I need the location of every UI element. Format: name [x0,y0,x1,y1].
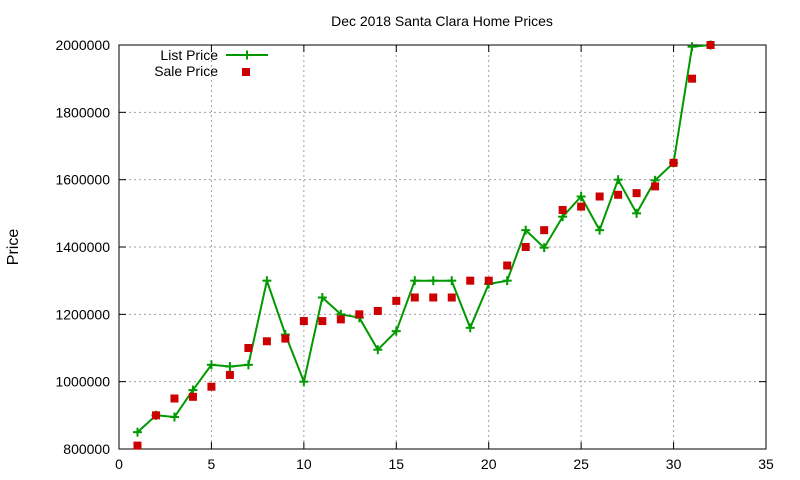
y-tick-label: 2000000 [55,37,110,53]
x-tick-label: 0 [115,456,123,472]
y-tick-label: 1000000 [55,374,110,390]
sale-price-point [595,192,604,201]
legend-label-list-price: List Price [160,47,218,63]
list-price-point [317,293,327,302]
list-price-point [206,360,216,370]
y-tick-labels: 800000 1000000 1200000 1400000 1600000 180000… [55,37,110,457]
sale-price-point [521,243,530,251]
sale-price-point [503,261,512,270]
list-price-point [576,192,586,201]
sale-price-point [651,182,660,191]
sale-price-point [558,205,567,214]
sale-price-point [540,226,549,235]
list-price-point [243,360,253,370]
list-price-point [225,362,235,372]
list-price-point [613,175,623,185]
x-tick-label: 20 [481,456,497,472]
sale-price-point [429,293,438,302]
sale-price-point [577,202,586,211]
list-price-point [521,225,531,235]
list-price-point [169,412,179,422]
sale-price-point [392,296,401,305]
sale-price-point [299,317,308,326]
sale-price-point [447,293,456,302]
list-price-point [299,377,309,387]
list-price-point [391,326,401,336]
list-price-point [465,323,475,333]
y-tick-label: 800000 [63,441,110,457]
sale-price-point [373,306,382,315]
sale-price-point [706,41,715,49]
list-price-line [136,44,711,433]
x-tick-labels: 0 5 10 15 20 25 30 35 [115,456,774,472]
list-price-point [428,276,438,286]
series-0 [132,40,716,437]
sale-price-point [632,189,641,198]
sale-price-point [207,382,216,391]
sale-price-point [318,317,327,326]
x-tick-label: 30 [666,456,682,472]
axis-ticks [118,44,767,450]
x-tick-label: 15 [388,456,404,472]
legend-label-sale-price: Sale Price [154,63,218,79]
list-price-point [373,345,383,355]
list-price-point [132,427,142,437]
sale-price-point [669,158,678,167]
sale-price-point [466,276,475,285]
legend: List Price Sale Price [154,47,268,79]
sale-price-point [355,310,364,319]
y-tick-label: 1800000 [55,104,110,120]
sale-price-point [244,344,253,352]
list-price-point [632,208,642,218]
x-tick-label: 10 [296,456,312,472]
x-tick-label: 25 [573,456,589,472]
y-tick-label: 1200000 [55,306,110,322]
sale-price-point [133,441,142,450]
sale-price-point [281,334,290,343]
y-axis-label: Price [5,229,22,266]
x-tick-label: 35 [758,456,774,472]
grid [119,45,766,449]
list-price-point [539,243,549,253]
legend-key-sale-price [242,68,250,76]
sale-price-point [225,370,234,379]
sale-price-point [170,394,179,403]
sale-price-point [410,293,419,302]
y-tick-label: 1600000 [55,172,110,188]
plot-frame [118,44,767,450]
y-tick-label: 1400000 [55,239,110,255]
sale-price-point [336,315,345,324]
list-price-point [687,42,697,52]
list-price-point [262,276,272,286]
series-1 [133,41,715,450]
sale-price-point [262,337,271,346]
sale-price-point [484,276,493,285]
sale-price-point [688,74,697,83]
sale-price-point [151,411,160,420]
list-price-point [447,276,457,286]
legend-key-list-price [226,50,268,60]
series [132,40,716,450]
list-price-point [595,225,605,235]
list-price-point [502,276,512,286]
sale-price-point [614,190,623,199]
sale-price-point [188,392,197,401]
chart-title: Dec 2018 Santa Clara Home Prices [331,13,553,29]
legend-square-marker [242,68,250,76]
x-tick-label: 5 [208,456,216,472]
legend-plus-marker [242,50,252,60]
list-price-point [410,276,420,286]
